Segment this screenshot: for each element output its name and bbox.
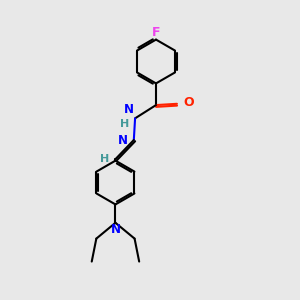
Text: N: N bbox=[124, 103, 134, 116]
Text: N: N bbox=[118, 134, 128, 147]
Text: F: F bbox=[152, 26, 160, 40]
Text: H: H bbox=[120, 118, 130, 129]
Text: N: N bbox=[111, 224, 121, 236]
Text: H: H bbox=[100, 154, 109, 164]
Text: O: O bbox=[184, 96, 194, 110]
